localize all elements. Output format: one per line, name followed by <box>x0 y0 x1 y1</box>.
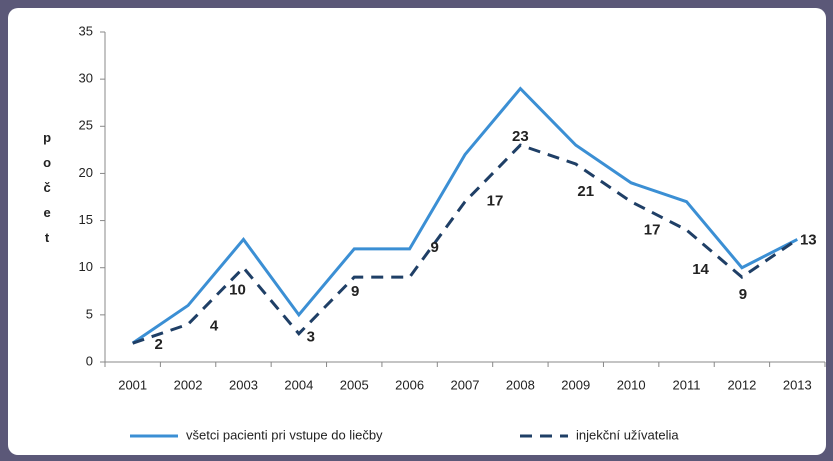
data-label: 13 <box>800 231 817 248</box>
data-label: 14 <box>692 261 709 278</box>
x-tick-label: 2001 <box>118 377 147 392</box>
y-tick-label: 25 <box>79 118 93 133</box>
x-tick-label: 2010 <box>617 377 646 392</box>
y-tick-label: 15 <box>79 212 93 227</box>
y-tick-label: 0 <box>86 353 93 368</box>
y-tick-label: 5 <box>86 306 93 321</box>
x-tick-label: 2008 <box>506 377 535 392</box>
x-tick-label: 2009 <box>561 377 590 392</box>
x-tick-label: 2004 <box>284 377 313 392</box>
data-label: 2 <box>155 336 163 353</box>
y-tick-label: 20 <box>79 165 93 180</box>
series-line <box>132 143 799 345</box>
y-tick-label: 30 <box>79 71 93 86</box>
x-tick-label: 2013 <box>783 377 812 392</box>
y-tick-label: 10 <box>79 259 93 274</box>
data-label: 17 <box>644 222 661 239</box>
data-label: 4 <box>210 317 219 334</box>
x-tick-label: 2005 <box>340 377 369 392</box>
legend-label: všetci pacienti pri vstupe do liečby <box>186 427 383 442</box>
y-axis-label: počet <box>40 130 55 255</box>
x-tick-label: 2002 <box>174 377 203 392</box>
x-tick-label: 2003 <box>229 377 258 392</box>
data-label: 9 <box>430 239 438 256</box>
x-tick-label: 2007 <box>451 377 480 392</box>
data-label: 9 <box>739 286 747 303</box>
x-tick-label: 2012 <box>727 377 756 392</box>
x-tick-label: 2011 <box>673 377 701 392</box>
data-label: 23 <box>512 128 529 145</box>
data-label: 3 <box>307 329 315 346</box>
data-label: 17 <box>487 193 504 210</box>
data-label: 10 <box>229 282 246 299</box>
series-line <box>131 86 798 345</box>
chart-panel <box>8 8 826 455</box>
data-label: 9 <box>351 283 359 300</box>
data-label: 21 <box>577 183 594 200</box>
legend-label: injekční užívatelia <box>576 427 679 442</box>
y-tick-label: 35 <box>79 23 93 38</box>
x-tick-label: 2006 <box>395 377 424 392</box>
